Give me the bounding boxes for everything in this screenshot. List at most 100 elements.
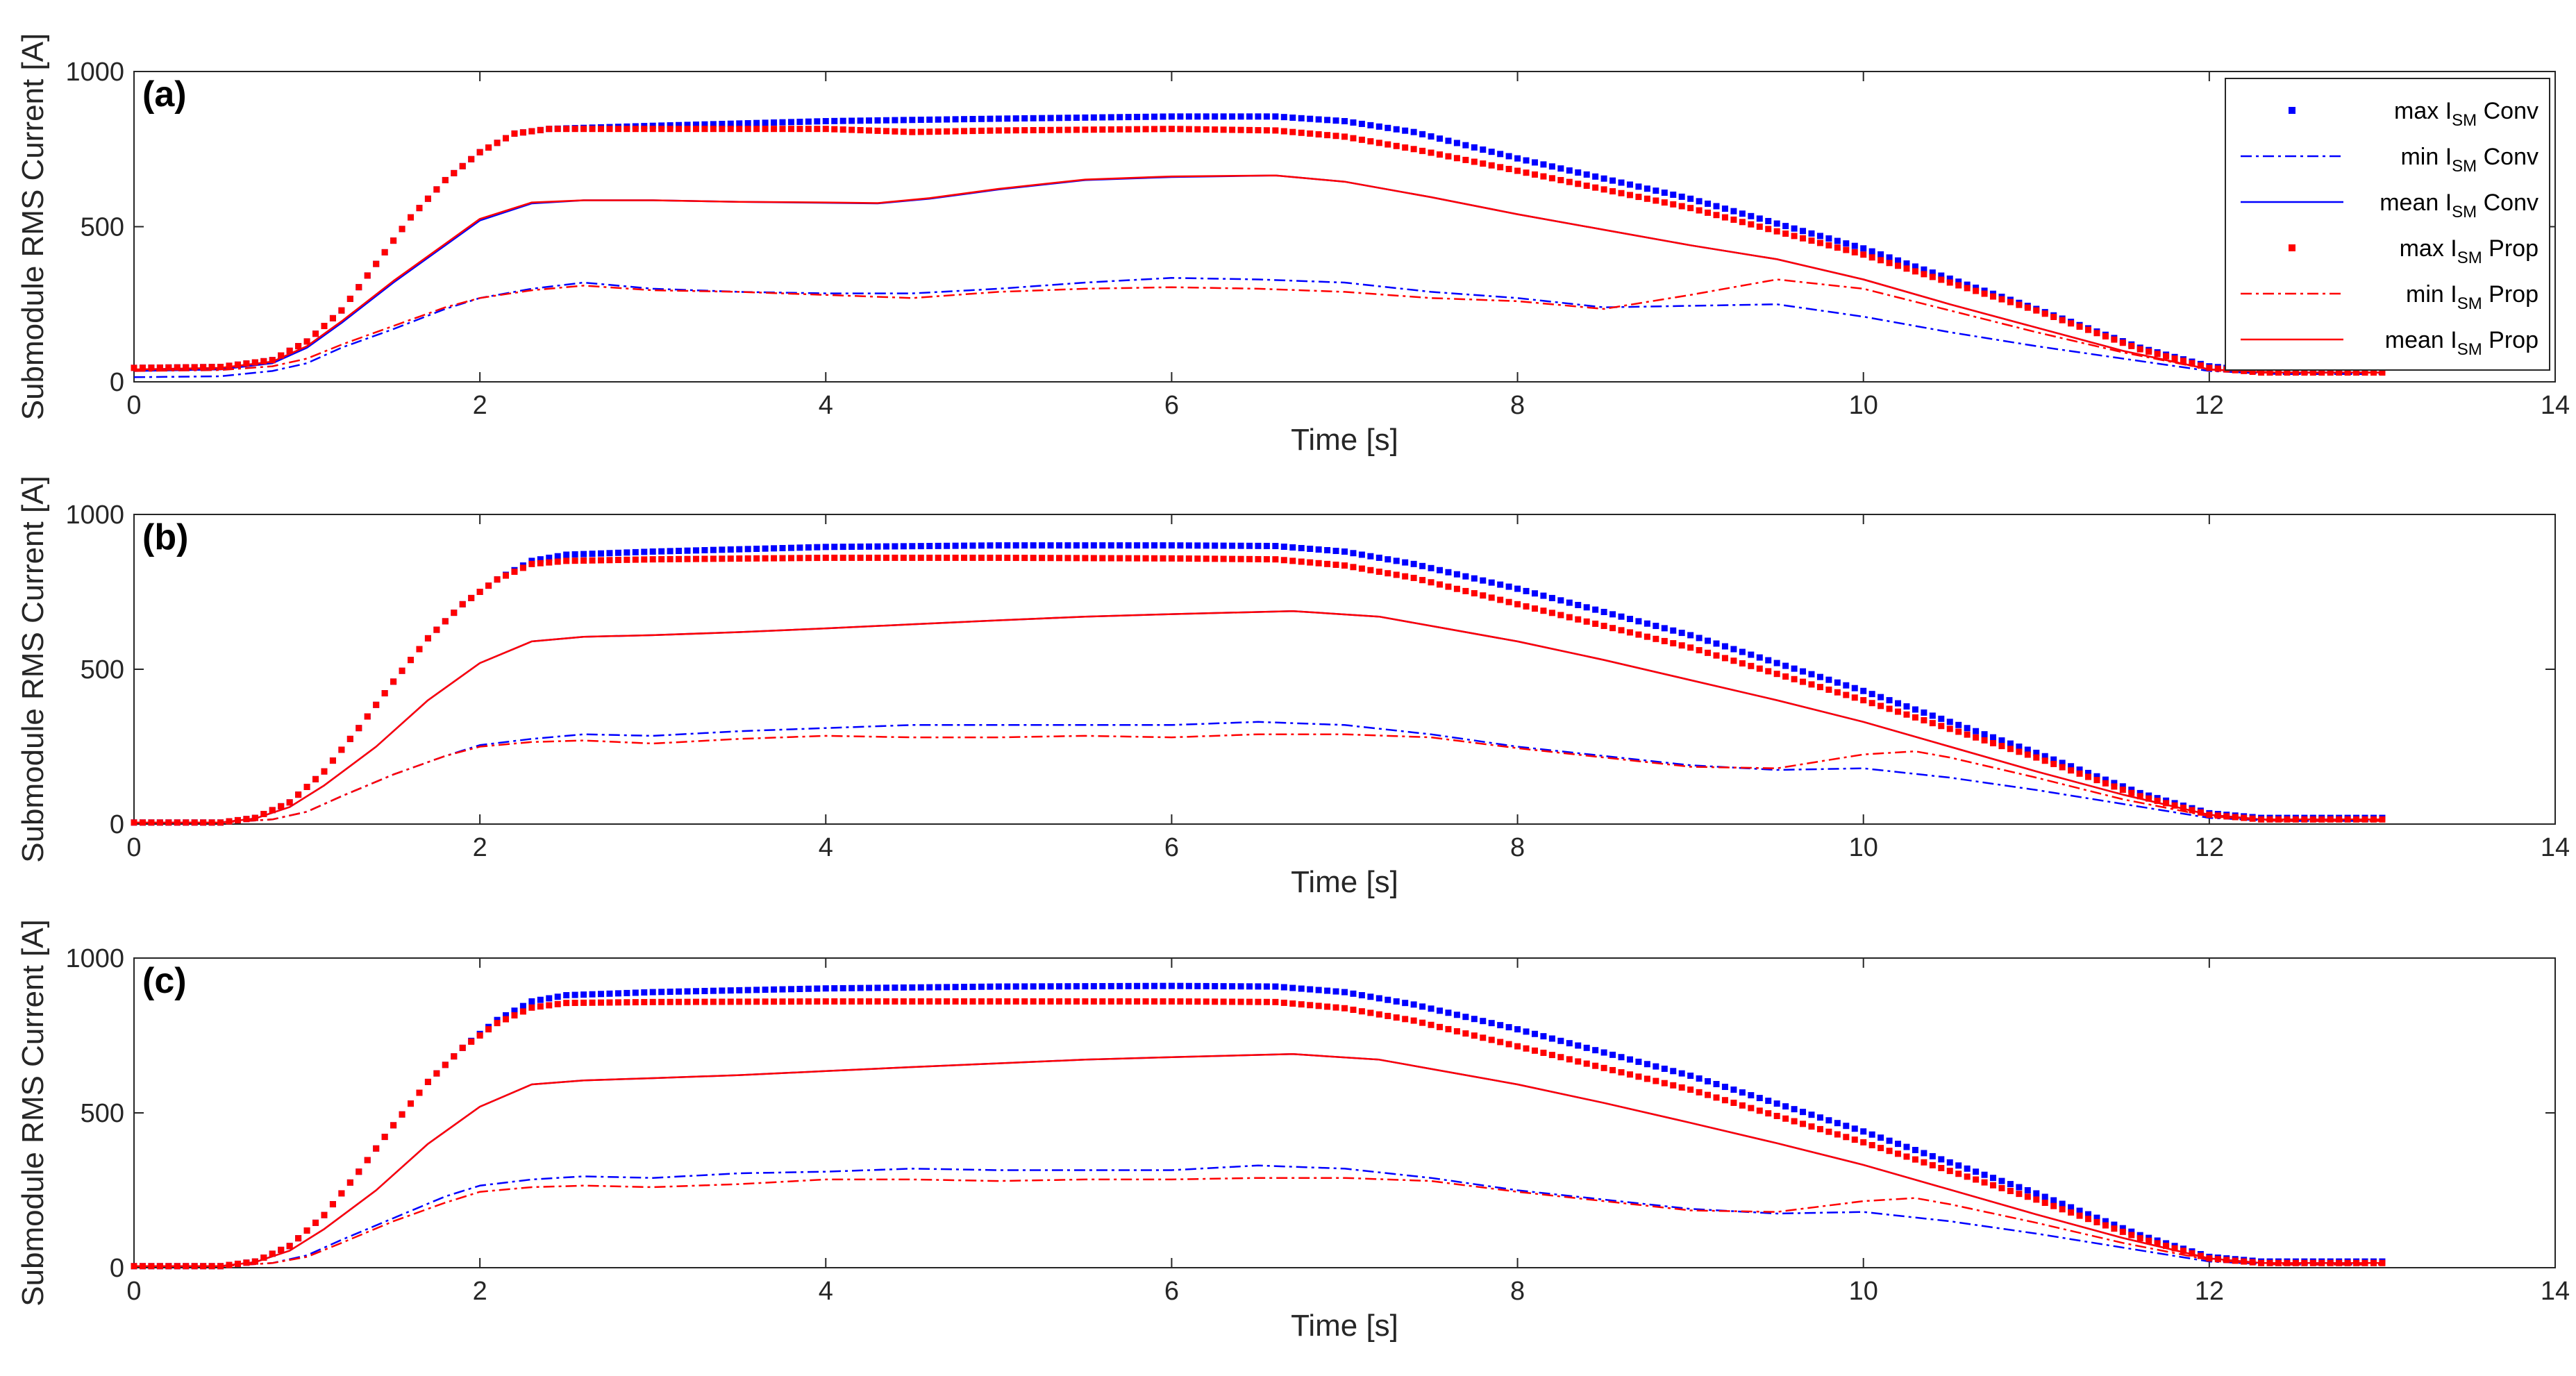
data-point — [1998, 743, 2005, 750]
data-point — [1134, 542, 1141, 549]
data-point — [2361, 1259, 2368, 1266]
data-point — [779, 545, 786, 552]
data-point — [1402, 1016, 1409, 1023]
data-point — [1358, 992, 1365, 999]
data-point — [1626, 192, 1633, 199]
data-point — [260, 1255, 267, 1261]
data-point — [2136, 1235, 2143, 1242]
data-point — [1160, 113, 1166, 120]
data-point — [597, 557, 604, 564]
chart-panel-b: 0 2 4 6 8 10 12 14 0 500 1000 Time [s] Submodule RMS… — [16, 476, 2570, 899]
data-point — [736, 120, 743, 127]
data-point — [1116, 982, 1123, 989]
data-point — [926, 998, 933, 1005]
data-point — [269, 1250, 276, 1257]
data-point — [381, 249, 388, 255]
data-point — [831, 126, 838, 133]
data-point — [1938, 1164, 1945, 1171]
data-point — [641, 556, 648, 563]
data-point — [1687, 1086, 1694, 1093]
data-point — [874, 543, 881, 550]
data-point — [1125, 126, 1132, 133]
data-point — [373, 701, 380, 708]
legend-label-subscript: SM — [2457, 249, 2482, 267]
data-point — [753, 126, 760, 133]
data-point — [676, 988, 683, 995]
data-point — [1480, 592, 1487, 599]
data-point — [1315, 1002, 1322, 1009]
data-point — [892, 998, 898, 1005]
data-point — [165, 364, 172, 371]
data-point — [2007, 740, 2014, 747]
data-point — [771, 119, 778, 126]
data-point — [796, 986, 803, 993]
data-point — [2016, 748, 2023, 755]
data-point — [1410, 1001, 1417, 1008]
data-point — [1419, 562, 1426, 569]
legend-label-suffix: Prop — [2482, 327, 2539, 353]
data-point — [1816, 233, 1823, 240]
data-point — [917, 543, 924, 550]
series-min_prop-line — [134, 733, 2382, 824]
data-point — [2292, 369, 2299, 376]
data-point — [251, 814, 258, 821]
data-point — [1134, 998, 1141, 1005]
data-point — [528, 128, 535, 135]
data-point — [528, 998, 535, 1005]
data-point — [1453, 1012, 1460, 1018]
data-point — [1393, 571, 1400, 578]
data-point — [1134, 982, 1141, 989]
legend-label: mean ISM Conv — [2380, 190, 2539, 221]
data-point — [2197, 1252, 2204, 1259]
data-point — [1705, 200, 1712, 207]
data-point — [1047, 983, 1054, 990]
data-point — [839, 998, 846, 1005]
data-point — [1548, 175, 1555, 182]
data-point — [969, 128, 976, 135]
data-point — [2033, 749, 2040, 756]
data-point — [1903, 1153, 1910, 1160]
data-point — [1307, 1002, 1314, 1009]
data-point — [1834, 679, 1841, 686]
data-point — [1332, 133, 1339, 140]
data-point — [183, 1263, 190, 1270]
data-point — [995, 983, 1002, 990]
data-point — [1237, 113, 1244, 120]
data-point — [1298, 558, 1305, 565]
data-point — [1237, 126, 1244, 133]
data-point — [1488, 594, 1495, 601]
data-point — [2093, 773, 2100, 780]
data-point — [1341, 562, 1348, 569]
data-point — [917, 554, 924, 561]
data-point — [1445, 569, 1452, 576]
data-point — [1428, 564, 1435, 571]
data-point — [2093, 777, 2100, 784]
data-point — [987, 115, 994, 122]
data-point — [1696, 635, 1703, 641]
data-point — [1670, 1082, 1677, 1089]
data-point — [736, 546, 743, 553]
data-point — [1488, 162, 1495, 169]
x-tick-label: 0 — [126, 1277, 141, 1306]
data-point — [329, 314, 336, 321]
data-point — [1194, 982, 1201, 989]
data-point — [1661, 199, 1668, 206]
data-point — [1791, 1106, 1798, 1113]
data-point — [1012, 983, 1019, 990]
data-point — [2241, 814, 2248, 821]
data-point — [1375, 554, 1382, 561]
data-point — [1670, 191, 1677, 198]
data-point — [961, 998, 968, 1005]
data-point — [1523, 603, 1530, 610]
data-point — [1739, 219, 1746, 226]
data-point — [727, 998, 734, 1005]
y-tick-label: 0 — [110, 368, 124, 397]
data-point — [1618, 613, 1625, 620]
data-point — [1912, 263, 1918, 270]
data-point — [814, 544, 821, 551]
data-point — [1341, 989, 1348, 996]
data-point — [554, 993, 561, 1000]
data-point — [2336, 1259, 2343, 1266]
data-point — [1168, 555, 1175, 562]
x-tick-label: 8 — [1510, 391, 1525, 420]
